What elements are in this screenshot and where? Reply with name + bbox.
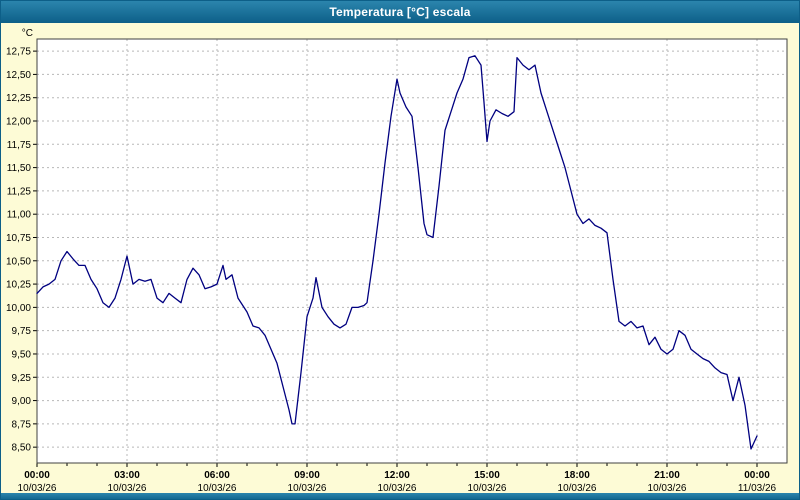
svg-text:10,00: 10,00 (6, 303, 31, 314)
svg-text:10,25: 10,25 (6, 280, 31, 291)
svg-text:12:00: 12:00 (384, 470, 410, 481)
svg-text:00:00: 00:00 (24, 470, 50, 481)
window-title: Temperatura [°C] escala (329, 5, 471, 19)
svg-text:10/03/26: 10/03/26 (288, 483, 327, 493)
svg-text:10/03/26: 10/03/26 (198, 483, 237, 493)
svg-text:12,25: 12,25 (6, 93, 31, 104)
svg-text:9,00: 9,00 (12, 396, 32, 407)
svg-text:9,75: 9,75 (12, 326, 32, 337)
svg-text:00:00: 00:00 (744, 470, 770, 481)
svg-text:18:00: 18:00 (564, 470, 590, 481)
svg-text:11,25: 11,25 (7, 186, 32, 197)
svg-text:12,75: 12,75 (6, 47, 31, 58)
chart-area: 12,75 12,50 12,25 12,00 11,75 11,50 11,25 11,00… (1, 23, 799, 493)
svg-text:11/03/26: 11/03/26 (738, 483, 777, 493)
temperature-line-chart: 12,75 12,50 12,25 12,00 11,75 11,50 11,25 11,00… (6, 28, 788, 493)
svg-text:12,00: 12,00 (6, 117, 31, 128)
svg-text:°C: °C (22, 28, 33, 39)
svg-text:8,75: 8,75 (12, 419, 32, 430)
svg-text:10,75: 10,75 (6, 233, 31, 244)
bottom-bar (1, 493, 799, 499)
svg-text:15:00: 15:00 (474, 470, 500, 481)
svg-text:10/03/26: 10/03/26 (558, 483, 597, 493)
svg-text:12,50: 12,50 (6, 70, 31, 81)
svg-text:06:00: 06:00 (204, 470, 230, 481)
svg-text:8,50: 8,50 (12, 443, 32, 454)
svg-text:11,75: 11,75 (7, 140, 32, 151)
svg-text:11,00: 11,00 (7, 210, 32, 221)
svg-text:10/03/26: 10/03/26 (108, 483, 147, 493)
svg-text:10/03/26: 10/03/26 (378, 483, 417, 493)
svg-text:10/03/26: 10/03/26 (648, 483, 687, 493)
svg-text:10,50: 10,50 (6, 256, 31, 267)
svg-text:11,50: 11,50 (7, 163, 32, 174)
svg-text:03:00: 03:00 (114, 470, 140, 481)
svg-text:10/03/26: 10/03/26 (468, 483, 507, 493)
svg-text:10/03/26: 10/03/26 (18, 483, 57, 493)
title-bar: Temperatura [°C] escala (1, 1, 799, 23)
svg-text:21:00: 21:00 (654, 470, 680, 481)
svg-text:9,50: 9,50 (12, 349, 32, 360)
svg-text:09:00: 09:00 (294, 470, 320, 481)
svg-text:9,25: 9,25 (12, 373, 32, 384)
